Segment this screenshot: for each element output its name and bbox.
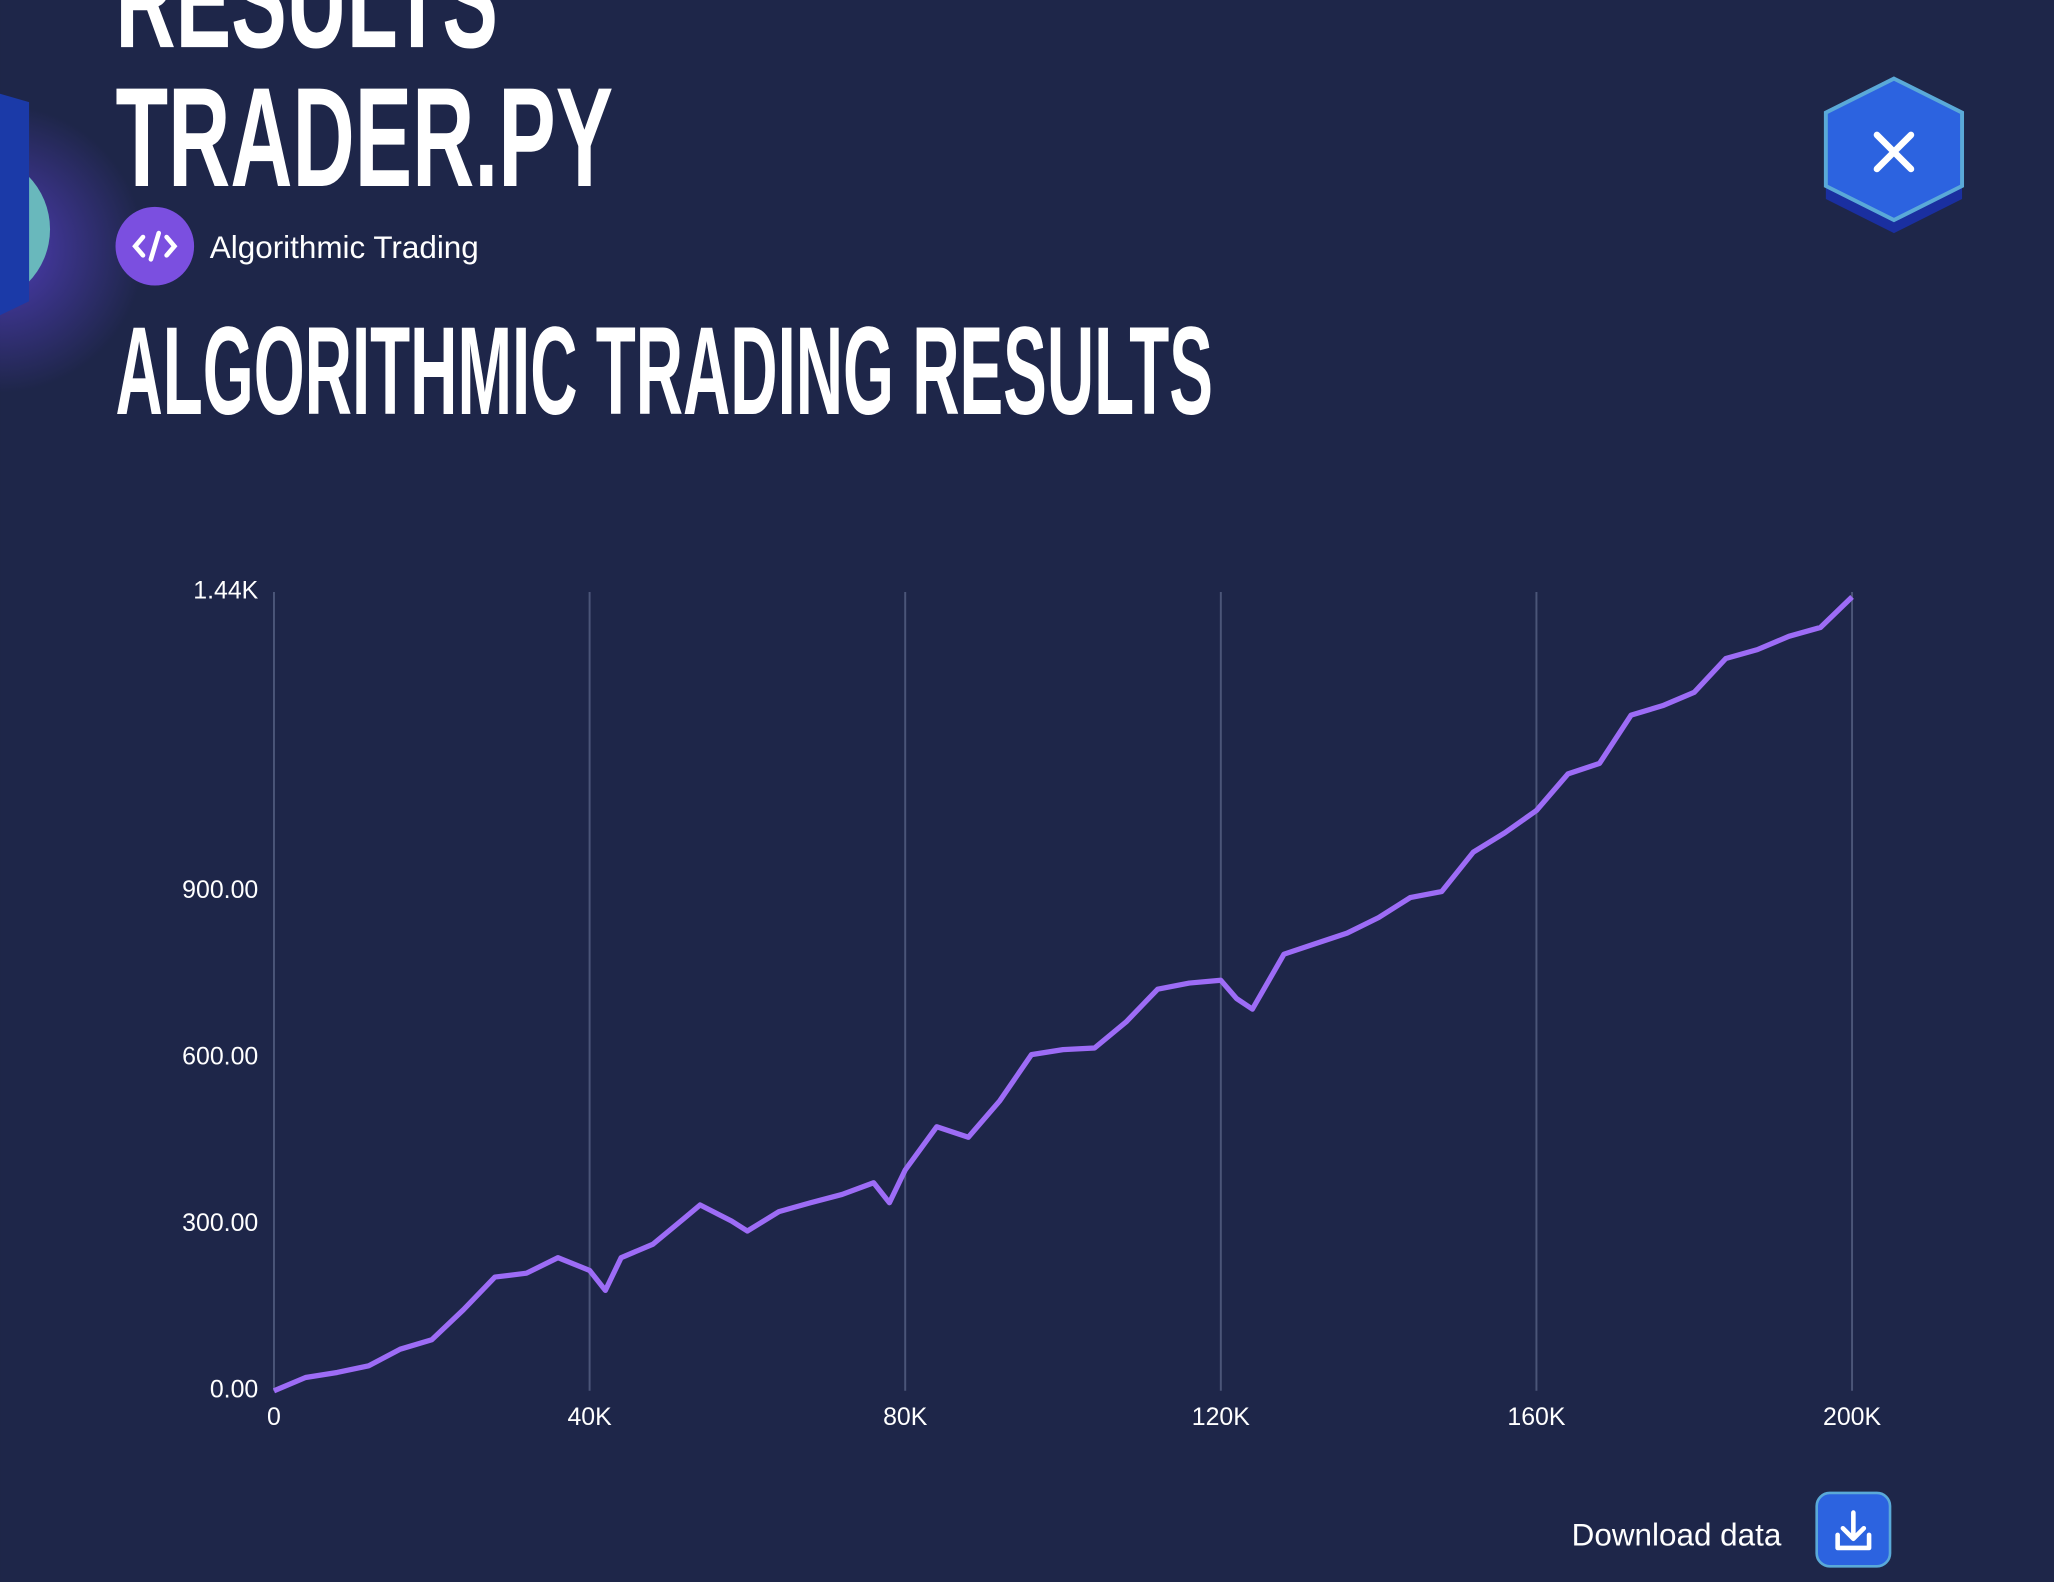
y-tick-label: 900.00 bbox=[182, 876, 258, 904]
x-tick-label: 40K bbox=[567, 1403, 612, 1431]
y-tick-label: 0.00 bbox=[210, 1375, 258, 1403]
close-button[interactable] bbox=[1823, 76, 1965, 234]
overtitle: RESULTS bbox=[116, 0, 498, 77]
decoration bbox=[0, 93, 145, 393]
download-label[interactable]: Download data bbox=[1572, 1517, 1782, 1552]
x-tick-label: 80K bbox=[883, 1403, 928, 1431]
y-tick-label: 1.44K bbox=[193, 577, 258, 605]
y-tick-label: 300.00 bbox=[182, 1209, 258, 1237]
page-title: TRADER.PY bbox=[116, 58, 614, 216]
download-button[interactable] bbox=[1815, 1491, 1892, 1568]
tag-icon bbox=[115, 206, 195, 286]
x-tick-label: 200K bbox=[1823, 1403, 1882, 1431]
y-tick-label: 600.00 bbox=[182, 1043, 258, 1071]
x-tick-label: 0 bbox=[267, 1403, 281, 1431]
line bbox=[272, 595, 1854, 1394]
tag-label: Algorithmic Trading bbox=[210, 230, 479, 265]
x-tick-label: 120K bbox=[1192, 1403, 1251, 1431]
plot: 0 40K 80K 120K 160K 200K 0.00 300.00 600.00 900.0… bbox=[182, 577, 1881, 1431]
x-tick-label: 160K bbox=[1507, 1403, 1566, 1431]
chart-title: ALGORITHMIC TRADING RESULTS bbox=[116, 300, 1213, 441]
